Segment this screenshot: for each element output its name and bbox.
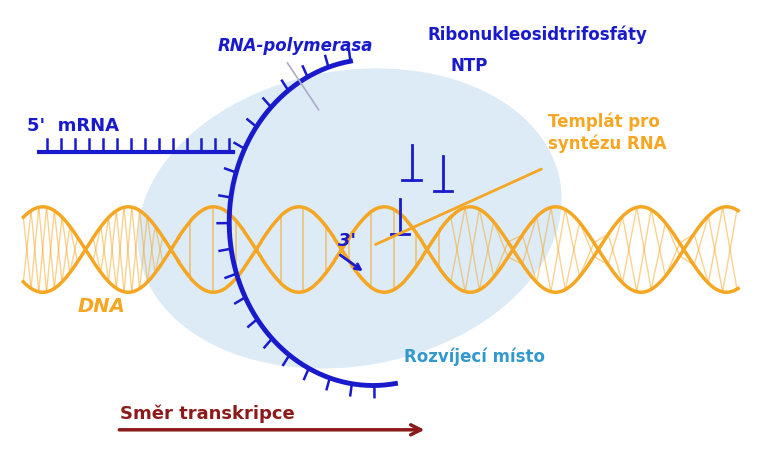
Text: Směr transkripce: Směr transkripce (120, 404, 295, 423)
Text: Templát pro
syntézu RNA: Templát pro syntézu RNA (548, 113, 667, 153)
Text: Rozvíjecí místo: Rozvíjecí místo (404, 348, 545, 366)
Ellipse shape (138, 68, 562, 368)
Text: DNA: DNA (78, 297, 125, 316)
Text: 5'  mRNA: 5' mRNA (27, 117, 119, 135)
Text: NTP: NTP (451, 57, 488, 75)
Text: 3': 3' (338, 232, 356, 249)
Text: RNA-polymerasa: RNA-polymerasa (218, 37, 373, 55)
Text: Ribonukleosidtrifosfáty: Ribonukleosidtrifosfáty (427, 25, 647, 44)
